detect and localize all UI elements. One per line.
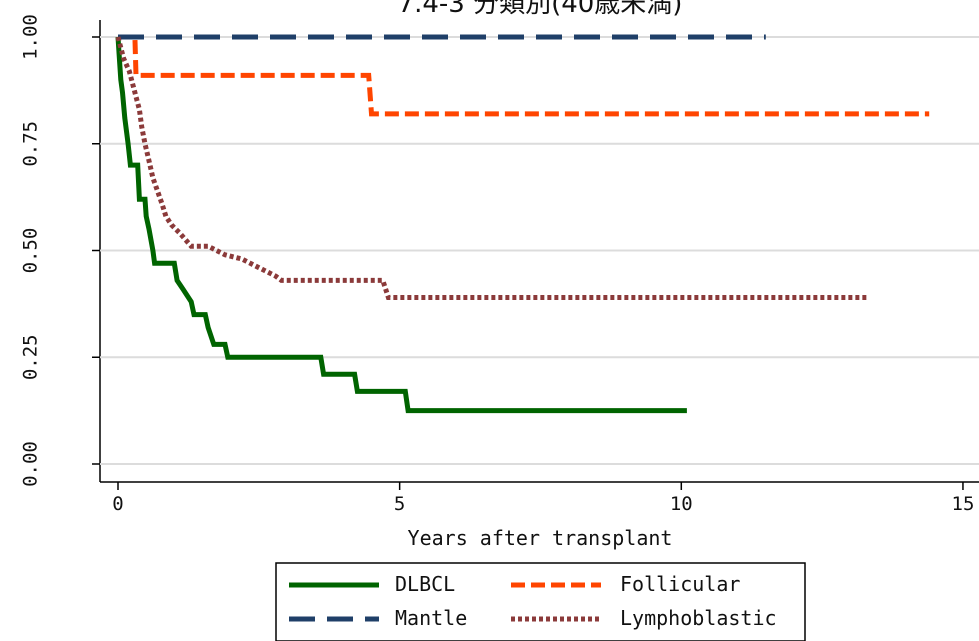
x-tick-label: 0 (112, 493, 123, 515)
x-axis: 0 5 10 15 (112, 482, 974, 515)
series-line-lymphoblastic (115, 36, 868, 300)
chart-title: 7.4-3 分類別(40歳未満) (398, 0, 683, 19)
series-line-follicular (118, 34, 930, 117)
y-tick-label: 0.00 (20, 441, 42, 487)
grid-lines (100, 36, 979, 465)
legend-box (275, 562, 806, 641)
x-tick-label: 15 (952, 493, 975, 515)
x-tick-label: 5 (394, 493, 405, 515)
series-lines (115, 34, 930, 414)
y-tick-label: 1.00 (20, 14, 42, 60)
y-tick-label: 0.75 (20, 121, 42, 167)
x-axis-label: Years after transplant (408, 526, 673, 550)
legend-label: Lymphoblastic (620, 606, 777, 630)
legend-label: DLBCL (395, 572, 455, 596)
legend-label: Follicular (620, 572, 740, 596)
x-tick-label: 10 (670, 493, 693, 515)
y-tick-label: 0.25 (20, 334, 42, 380)
series-line-dlbcl (115, 36, 687, 414)
legend-label: Mantle (395, 606, 467, 630)
y-axis: 0.00 0.25 0.50 0.75 1.00 (20, 14, 100, 487)
legend: DLBCL Follicular Mantle Lymphoblastic (275, 562, 806, 641)
y-tick-label: 0.50 (20, 228, 42, 274)
